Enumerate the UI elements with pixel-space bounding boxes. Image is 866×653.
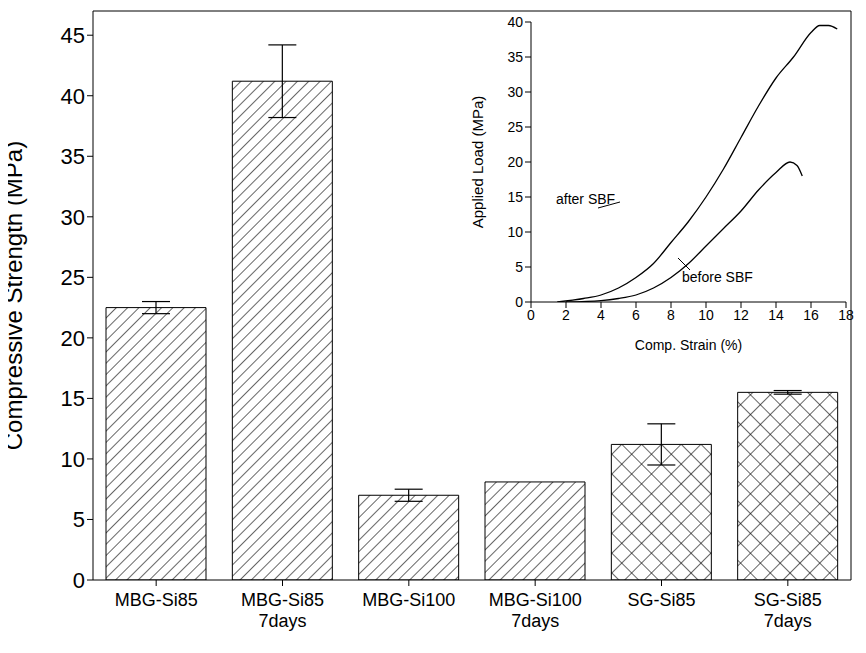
svg-text:0: 0 bbox=[515, 294, 523, 310]
svg-text:5: 5 bbox=[73, 507, 85, 532]
svg-text:Comp. Strain (%): Comp. Strain (%) bbox=[635, 337, 742, 353]
svg-text:35: 35 bbox=[507, 49, 523, 65]
svg-text:15: 15 bbox=[507, 189, 523, 205]
svg-text:12: 12 bbox=[733, 307, 749, 323]
svg-text:15: 15 bbox=[61, 386, 85, 411]
svg-text:0: 0 bbox=[527, 307, 535, 323]
svg-text:MBG-Si85: MBG-Si85 bbox=[115, 590, 198, 610]
svg-text:30: 30 bbox=[507, 84, 523, 100]
svg-text:10: 10 bbox=[507, 224, 523, 240]
svg-text:10: 10 bbox=[61, 447, 85, 472]
svg-text:5: 5 bbox=[515, 259, 523, 275]
svg-text:10: 10 bbox=[698, 307, 714, 323]
svg-text:Compressive Strength (MPa): Compressive Strength (MPa) bbox=[8, 141, 27, 450]
svg-text:before SBF: before SBF bbox=[682, 269, 753, 285]
svg-text:2: 2 bbox=[562, 307, 570, 323]
svg-text:20: 20 bbox=[507, 154, 523, 170]
svg-text:Applied Load (MPa): Applied Load (MPa) bbox=[469, 96, 486, 229]
svg-text:40: 40 bbox=[507, 14, 523, 30]
svg-text:4: 4 bbox=[597, 307, 605, 323]
svg-text:25: 25 bbox=[507, 119, 523, 135]
svg-text:6: 6 bbox=[632, 307, 640, 323]
svg-text:0: 0 bbox=[73, 568, 85, 593]
svg-text:16: 16 bbox=[803, 307, 819, 323]
svg-text:14: 14 bbox=[768, 307, 784, 323]
svg-text:18: 18 bbox=[838, 307, 854, 323]
svg-text:SG-Si857days: SG-Si857days bbox=[754, 590, 822, 631]
svg-text:SG-Si85: SG-Si85 bbox=[627, 590, 695, 610]
svg-text:20: 20 bbox=[61, 326, 85, 351]
svg-text:30: 30 bbox=[61, 205, 85, 230]
svg-text:MBG-Si100: MBG-Si100 bbox=[362, 590, 455, 610]
svg-text:40: 40 bbox=[61, 84, 85, 109]
svg-text:MBG-Si857days: MBG-Si857days bbox=[241, 590, 324, 631]
svg-text:MBG-Si1007days: MBG-Si1007days bbox=[489, 590, 582, 631]
svg-text:8: 8 bbox=[667, 307, 675, 323]
svg-text:after SBF: after SBF bbox=[556, 191, 615, 207]
svg-text:25: 25 bbox=[61, 265, 85, 290]
svg-text:45: 45 bbox=[61, 23, 85, 48]
svg-text:35: 35 bbox=[61, 144, 85, 169]
